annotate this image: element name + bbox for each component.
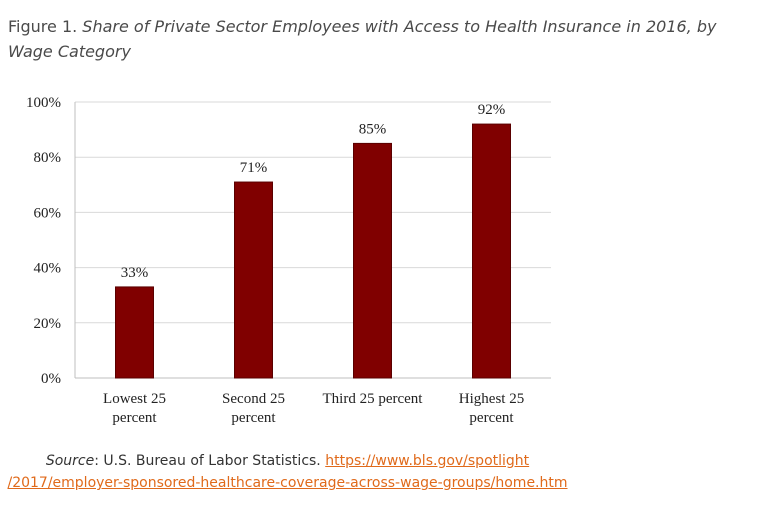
x-tick-label: Highest 25 percent xyxy=(459,391,524,426)
source-note: Source: U.S. Bureau of Labor Statistics.… xyxy=(0,450,575,494)
data-label: 71% xyxy=(240,160,268,176)
x-tick-label-line: Lowest 25 xyxy=(103,391,166,407)
y-tick-label: 60% xyxy=(34,205,62,221)
x-tick-label: Second 25 percent xyxy=(222,391,285,426)
y-tick-label: 40% xyxy=(34,261,62,277)
y-tick-label: 20% xyxy=(34,316,62,332)
source-link-line2: /2017/employer-sponsored-healthcare-cove… xyxy=(7,475,568,491)
data-label: 92% xyxy=(478,102,506,118)
chart-svg: 0% 20% 40% 60% 80% 100% 33% Lowest 25 percent 71%… xyxy=(26,95,551,426)
bar xyxy=(115,286,154,379)
figure-number: Figure 1. xyxy=(8,17,78,36)
figure-title: Share of Private Sector Employees with A… xyxy=(8,17,717,61)
bar xyxy=(234,181,273,379)
x-tick-label: Third 25 percent xyxy=(323,391,424,407)
x-tick-label-line: Second 25 xyxy=(222,391,285,407)
y-tick-label: 0% xyxy=(41,371,61,387)
x-tick-label-line: percent xyxy=(112,410,157,426)
source-text: : U.S. Bureau of Labor Statistics. xyxy=(94,453,326,469)
x-tick-label-line: Third 25 percent xyxy=(323,391,424,407)
x-tick-label-line: Highest 25 xyxy=(459,391,524,407)
x-tick-label-line: percent xyxy=(469,410,514,426)
bar-chart: 0% 20% 40% 60% 80% 100% 33% Lowest 25 percent 71%… xyxy=(0,85,761,435)
source-link-line1: https://www.bls.gov/spotlight xyxy=(325,453,530,469)
bar xyxy=(472,123,511,379)
data-label: 85% xyxy=(359,121,387,137)
source-link[interactable]: https://www.bls.gov/spotlight/2017/emplo… xyxy=(7,453,567,491)
x-tick-label: Lowest 25 percent xyxy=(103,391,166,426)
y-tick-label: 80% xyxy=(34,150,62,166)
figure-caption: Figure 1. Share of Private Sector Employ… xyxy=(8,14,753,64)
x-tick-label-line: percent xyxy=(231,410,276,426)
data-label: 33% xyxy=(121,265,149,281)
bar xyxy=(353,142,392,379)
source-label: Source xyxy=(45,453,95,469)
y-tick-label: 100% xyxy=(26,95,61,111)
